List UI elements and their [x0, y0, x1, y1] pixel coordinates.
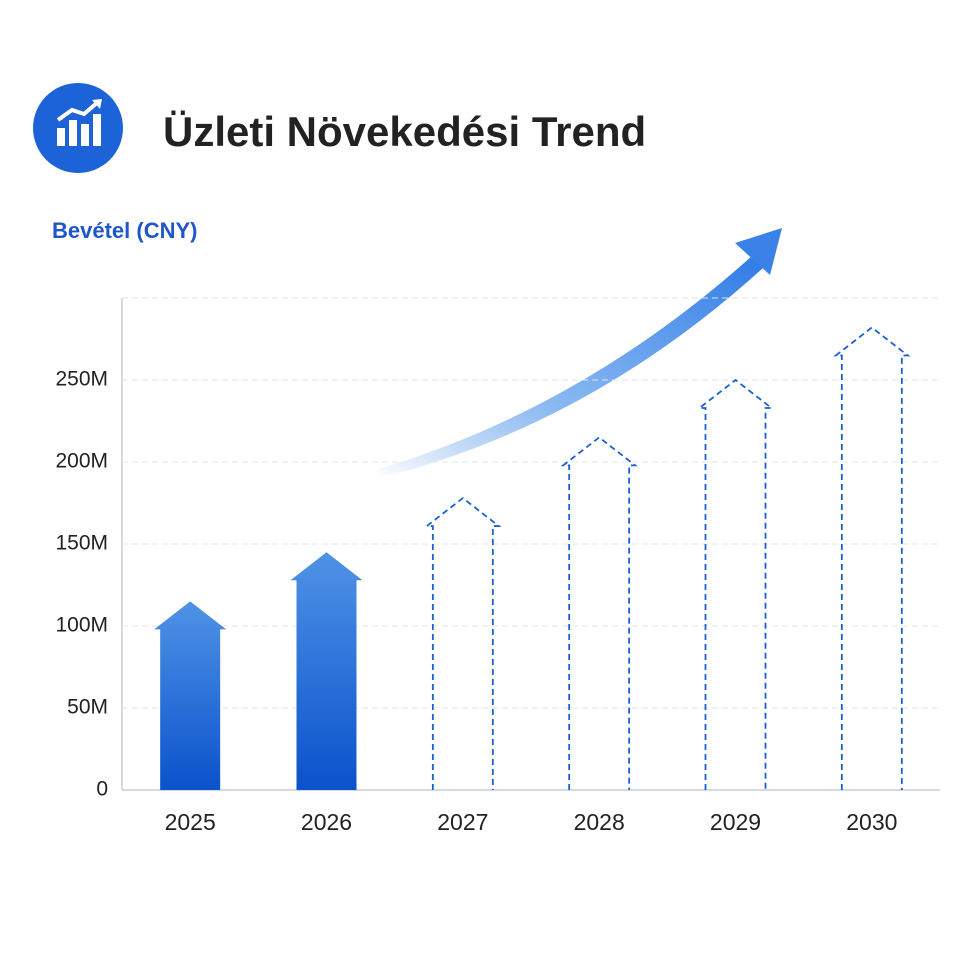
logo-icon [33, 83, 123, 173]
y-tick-label: 0 [96, 778, 108, 801]
x-tick-label: 2028 [574, 809, 625, 835]
y-tick-label: 100M [55, 614, 108, 637]
trend-arrow [375, 228, 782, 478]
projected-bar [560, 436, 638, 790]
projected-bar [424, 496, 502, 790]
x-tick-label: 2025 [165, 809, 216, 835]
chart-title: Üzleti Növekedési Trend [163, 108, 646, 155]
projected-bar [696, 378, 775, 790]
x-tick-label: 2026 [301, 809, 352, 835]
plot-area: 0 50M 100M 150M 200M 250M 2025 2026 2027 2028 2029… [55, 297, 940, 835]
y-tick-label: 150M [55, 532, 108, 555]
y-axis-title: Bevétel (CNY) [52, 218, 197, 243]
y-tick-label: 250M [55, 368, 108, 391]
bar [290, 552, 363, 790]
y-tick-label: 50M [67, 696, 108, 719]
projected-bar [833, 326, 911, 790]
bar [154, 601, 227, 790]
x-tick-label: 2029 [710, 809, 761, 835]
x-tick-label: 2027 [437, 809, 488, 835]
y-tick-label: 200M [55, 450, 108, 473]
x-tick-label: 2030 [846, 809, 897, 835]
